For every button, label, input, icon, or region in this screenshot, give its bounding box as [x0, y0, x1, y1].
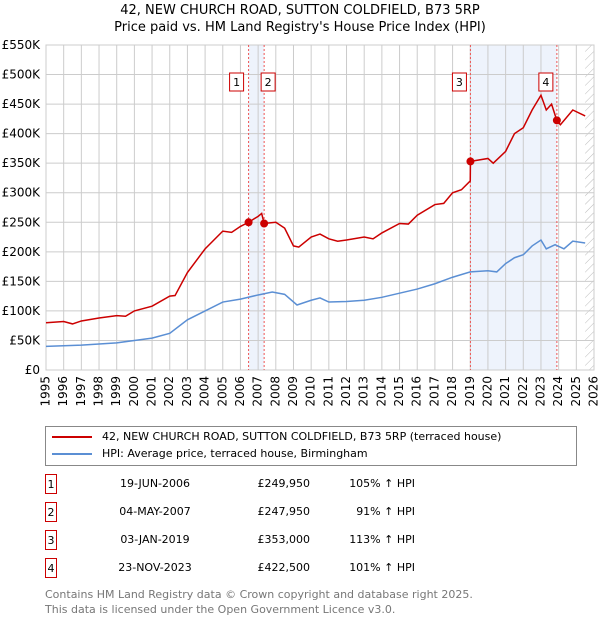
- x-tick-label: 2015: [392, 376, 406, 407]
- sale-hpi-change: 91% ↑ HPI: [356, 505, 415, 518]
- x-tick-label: 2007: [251, 376, 265, 407]
- sale-label: 2: [265, 76, 272, 89]
- legend-blue-line: [52, 453, 92, 455]
- sale-date: 23-NOV-2023: [118, 561, 192, 574]
- legend-red-line: [52, 436, 92, 438]
- sale-price: £247,950: [257, 505, 311, 518]
- x-tick-label: 2025: [569, 376, 583, 407]
- legend-hpi: HPI: Average price, terraced house, Birm…: [102, 447, 368, 460]
- chart-subtitle: Price paid vs. HM Land Registry's House …: [114, 20, 486, 35]
- footer-line-2: This data is licensed under the Open Gov…: [45, 603, 396, 616]
- y-tick-label: £400K: [2, 127, 42, 141]
- x-tick-label: 2018: [445, 376, 459, 407]
- y-tick-label: £350K: [2, 156, 42, 170]
- legend: 42, NEW CHURCH ROAD, SUTTON COLDFIELD, B…: [45, 426, 577, 466]
- x-tick-label: 2026: [587, 376, 600, 407]
- y-tick-label: £100K: [2, 304, 42, 318]
- sale-hpi-change: 105% ↑ HPI: [349, 477, 415, 490]
- x-tick-label: 2001: [145, 376, 159, 407]
- sale-number: 1: [45, 474, 57, 494]
- x-tick-label: 2010: [304, 376, 318, 407]
- sale-date: 19-JUN-2006: [119, 477, 191, 490]
- property-price-line: [45, 93, 586, 325]
- x-tick-label: 2005: [215, 376, 229, 407]
- sale-point: [466, 157, 475, 166]
- chart: 1995 1996 1997 1998 1999 2000 2001 2002 2003 2004…: [2, 38, 600, 407]
- x-tick-label: 2016: [410, 376, 424, 407]
- hpi-line: [45, 238, 586, 348]
- x-tick-label: 2019: [463, 376, 477, 407]
- sale-point: [552, 116, 561, 125]
- y-tick-label: £550K: [2, 38, 42, 52]
- sale-row: 1 19-JUN-2006 £249,950 105% ↑ HPI: [45, 474, 445, 494]
- sale-label: 3: [456, 76, 463, 89]
- x-tick-label: 2020: [480, 376, 494, 407]
- sale-point: [244, 218, 253, 227]
- sale-label: 1: [233, 76, 240, 89]
- sale-label: 4: [542, 76, 549, 89]
- legend-property: 42, NEW CHURCH ROAD, SUTTON COLDFIELD, B…: [102, 430, 502, 443]
- x-tick-label: 2013: [357, 376, 371, 407]
- y-tick-label: £50K: [9, 333, 41, 347]
- sale-label-box: [538, 72, 554, 92]
- y-tick-label: £0: [25, 363, 40, 377]
- x-tick-label: 1998: [92, 376, 106, 407]
- x-tick-label: 2004: [198, 376, 212, 407]
- x-tick-label: 2008: [268, 376, 282, 407]
- x-tick-label: 2024: [551, 376, 565, 407]
- sale-hpi-change: 113% ↑ HPI: [349, 533, 415, 546]
- y-tick-label: £200K: [2, 245, 42, 259]
- sale-label-box: [451, 72, 467, 92]
- sale-label-box: [260, 72, 276, 92]
- x-tick-label: 2009: [286, 376, 300, 407]
- sale-date: 04-MAY-2007: [119, 505, 191, 518]
- x-tick-label: 2012: [339, 376, 353, 407]
- x-tick-label: 2006: [233, 376, 247, 407]
- sale-hpi-change: 101% ↑ HPI: [349, 561, 415, 574]
- x-tick-label: 2000: [127, 376, 141, 407]
- x-tick-label: 2023: [533, 376, 547, 407]
- sale-date: 03-JAN-2019: [120, 533, 190, 546]
- x-tick-label: 1999: [109, 376, 123, 407]
- shaded-period: [470, 45, 557, 370]
- x-tick-label: 1997: [74, 376, 88, 407]
- sale-price: £249,950: [257, 477, 311, 490]
- x-tick-label: 1996: [56, 376, 70, 407]
- future-hatch: [585, 45, 594, 370]
- sale-price: £422,500: [257, 561, 311, 574]
- sale-row: 2 04-MAY-2007 £247,950 91% ↑ HPI: [45, 502, 445, 522]
- x-tick-label: 1995: [39, 376, 53, 407]
- shaded-period: [248, 45, 265, 370]
- y-tick-label: £150K: [2, 274, 42, 288]
- sale-number: 4: [45, 558, 57, 578]
- chart-title: 42, NEW CHURCH ROAD, SUTTON COLDFIELD, B…: [120, 3, 480, 18]
- sale-label-box: [229, 72, 245, 92]
- sale-point: [260, 219, 269, 228]
- x-tick-label: 2017: [427, 376, 441, 407]
- x-tick-label: 2002: [162, 376, 176, 407]
- sale-number: 3: [45, 530, 57, 550]
- plot-frame: [45, 44, 595, 371]
- x-tick-label: 2011: [321, 376, 335, 407]
- x-tick-label: 2003: [180, 376, 194, 407]
- x-tick-label: 2022: [516, 376, 530, 407]
- sale-number: 2: [45, 502, 57, 522]
- sale-price: £353,000: [257, 533, 311, 546]
- footer-line-1: Contains HM Land Registry data © Crown c…: [45, 588, 473, 601]
- sale-row: 3 03-JAN-2019 £353,000 113% ↑ HPI: [45, 530, 445, 550]
- y-tick-label: £300K: [2, 186, 42, 200]
- y-tick-label: £250K: [2, 215, 42, 229]
- x-tick-label: 2021: [498, 376, 512, 407]
- x-tick-label: 2014: [374, 376, 388, 407]
- sale-row: 4 23-NOV-2023 £422,500 101% ↑ HPI: [45, 558, 445, 578]
- y-tick-label: £450K: [2, 97, 42, 111]
- y-tick-label: £500K: [2, 68, 42, 82]
